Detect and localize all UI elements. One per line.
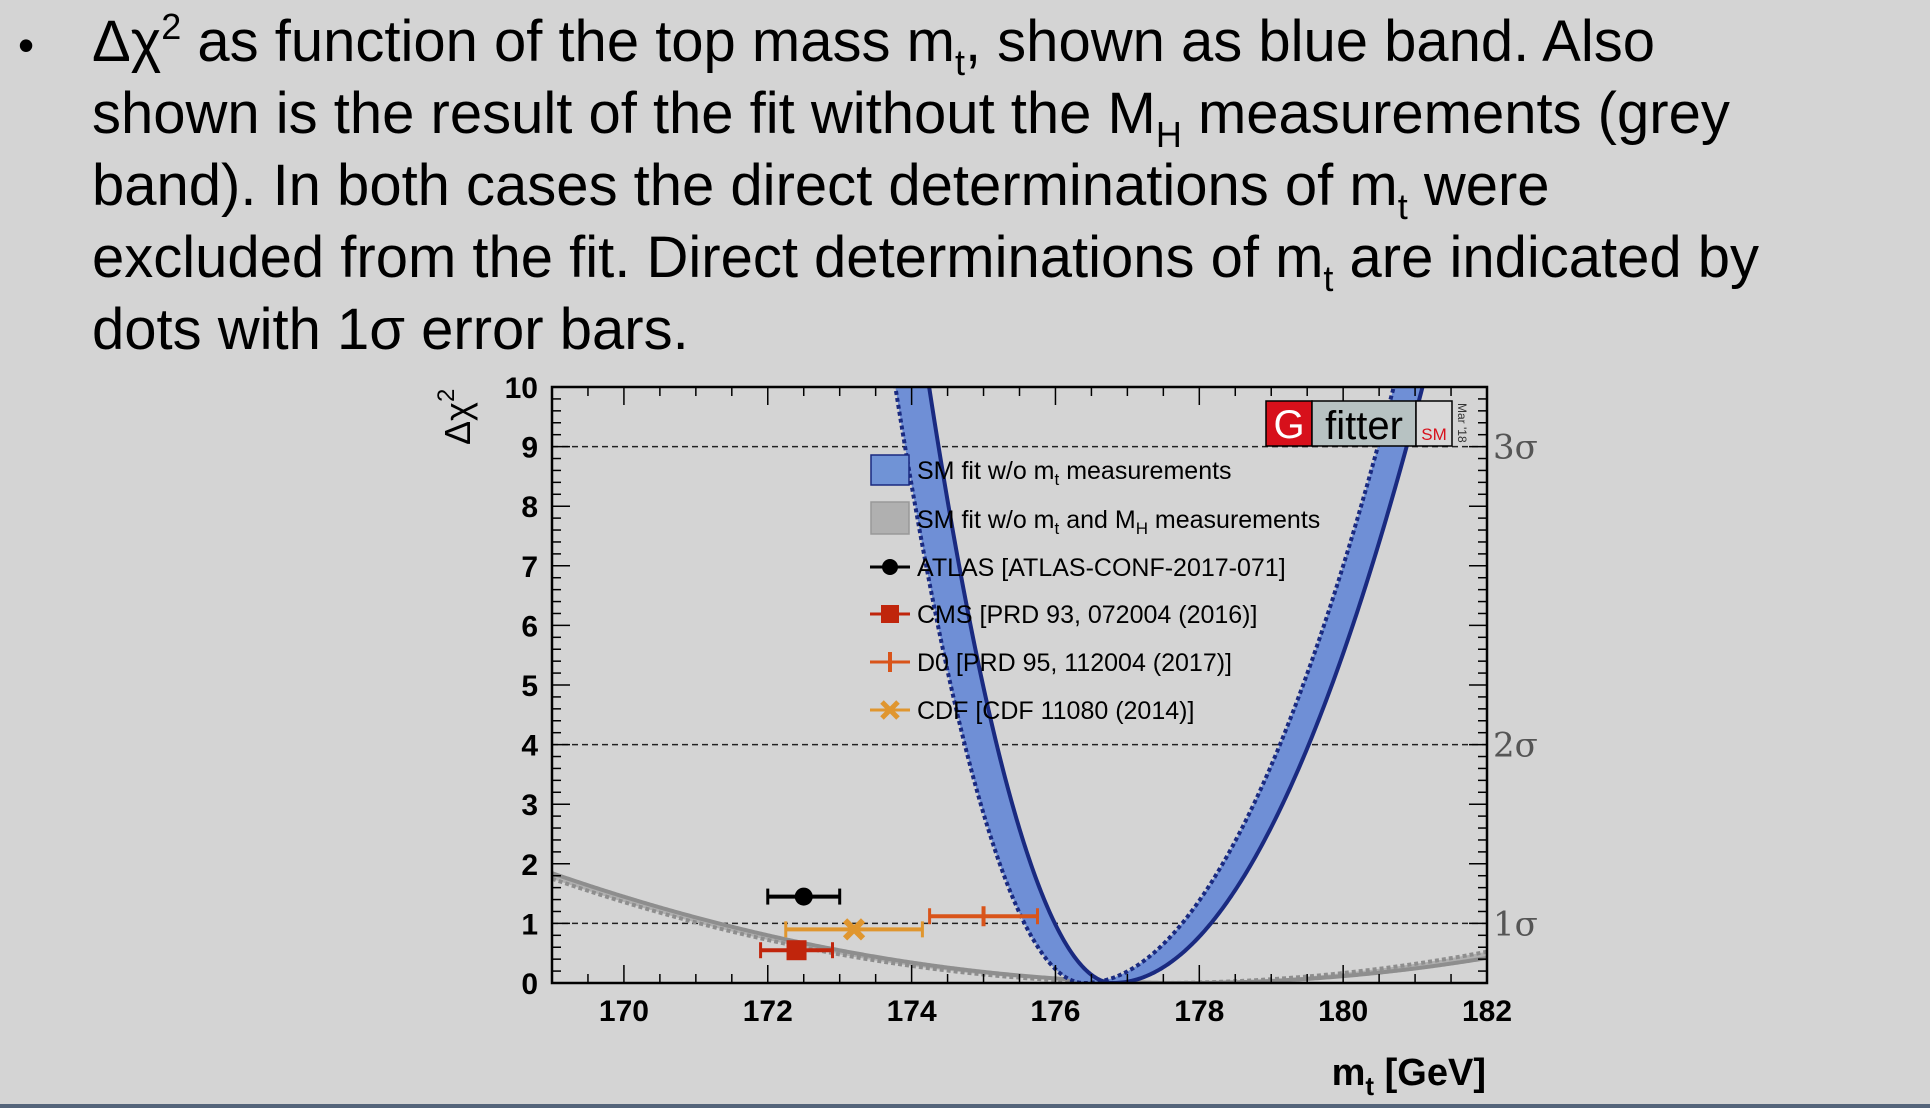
- sigma-label-3: 3σ: [1493, 428, 1538, 468]
- measurement-marker-4: [842, 918, 866, 941]
- plot-frame: [550, 385, 1489, 985]
- svg-text:SM fit w/o mt measurements: SM fit w/o mt measurements: [917, 457, 1232, 489]
- legend: SM fit w/o mt measurements SM fit w/o mt…: [870, 454, 1320, 725]
- legend-entry-atlas: ATLAS [ATLAS-CONF-2017-071]: [870, 554, 1286, 582]
- y-tick-label: 7: [521, 551, 538, 584]
- svg-text:D0 [PRD 95, 112004 (2017)]: D0 [PRD 95, 112004 (2017)]: [917, 649, 1232, 677]
- slide-bottom-rule: [0, 1104, 1930, 1108]
- legend-entry-cms: CMS [PRD 93, 072004 (2016)]: [870, 601, 1257, 629]
- y-tick-label: 10: [505, 372, 538, 405]
- x-tick-label: 178: [1174, 995, 1224, 1028]
- svg-text:CDF [CDF 11080 (2014)]: CDF [CDF 11080 (2014)]: [917, 697, 1194, 725]
- x-tick-label: 170: [599, 995, 649, 1028]
- y-tick-label: 9: [521, 432, 538, 465]
- x-tick-label: 182: [1462, 995, 1512, 1028]
- text-line-4: excluded from the fit. Direct determinat…: [92, 225, 1760, 299]
- text-line-2: shown is the result of the fit without t…: [92, 81, 1730, 155]
- blue-band-edge-solid: [927, 387, 1425, 983]
- blue-band-fill: [895, 387, 1423, 983]
- measurement-4: [784, 918, 924, 941]
- measurement-3: [928, 906, 1039, 927]
- sigma-label-1: 1σ: [1493, 904, 1538, 944]
- measurement-marker-2: [786, 940, 807, 961]
- bullet-marker: •: [18, 19, 35, 71]
- legend-entry-cdf: CDF [CDF 11080 (2014)]: [870, 697, 1194, 725]
- svg-text:SM fit w/o mt and MH measureme: SM fit w/o mt and MH measurements: [917, 506, 1320, 538]
- text-line-5: dots with 1σ error bars.: [92, 297, 689, 362]
- gfitter-logo: G fitter SM Mar '18: [1265, 400, 1469, 448]
- svg-text:CMS [PRD 93, 072004 (2016)]: CMS [PRD 93, 072004 (2016)]: [917, 601, 1257, 629]
- slide-text-block: Δχ2 as function of the top mass mt, show…: [92, 6, 1892, 366]
- x-axis-label: mt [GeV]: [1332, 1052, 1486, 1101]
- y-tick-label: 0: [521, 968, 538, 1001]
- axis-ticks: 170 172 174 176 178 180 182 0 1 2 3 4 5 6 7 8 9 10: [505, 372, 1512, 1028]
- legend-entry-grey-band: SM fit w/o mt and MH measurements: [870, 501, 1320, 538]
- y-tick-label: 4: [521, 730, 538, 763]
- measurement-marker-1: [794, 887, 813, 906]
- y-axis-label: Δχ2: [433, 389, 478, 445]
- measurement-1: [766, 887, 842, 906]
- x-tick-label: 172: [743, 995, 793, 1028]
- measurements: [759, 887, 1039, 961]
- y-tick-label: 3: [521, 789, 538, 822]
- text-line-3: band). In both cases the direct determin…: [92, 153, 1550, 227]
- y-tick-label: 1: [521, 908, 538, 941]
- y-tick-label: 6: [521, 610, 538, 643]
- legend-entry-d0: D0 [PRD 95, 112004 (2017)]: [870, 649, 1232, 677]
- svg-text:SM: SM: [1421, 425, 1447, 444]
- x-tick-label: 176: [1030, 995, 1080, 1028]
- sigma-label-2: 2σ: [1493, 726, 1538, 766]
- sigma-lines: 1σ 2σ 3σ: [552, 428, 1538, 944]
- legend-entry-blue-band: SM fit w/o mt measurements: [870, 454, 1232, 489]
- x-tick-label: 174: [887, 995, 937, 1028]
- x-tick-label: 180: [1318, 995, 1368, 1028]
- svg-text:ATLAS [ATLAS-CONF-2017-071]: ATLAS [ATLAS-CONF-2017-071]: [917, 554, 1286, 582]
- svg-text:Mar '18: Mar '18: [1455, 403, 1469, 443]
- measurement-2: [759, 940, 834, 961]
- text-line-1: Δχ2 as function of the top mass mt, show…: [92, 6, 1655, 83]
- svg-text:G: G: [1273, 403, 1304, 447]
- y-tick-label: 2: [521, 849, 538, 882]
- y-tick-label: 8: [521, 491, 538, 524]
- svg-text:fitter: fitter: [1325, 404, 1403, 448]
- y-tick-label: 5: [521, 670, 538, 703]
